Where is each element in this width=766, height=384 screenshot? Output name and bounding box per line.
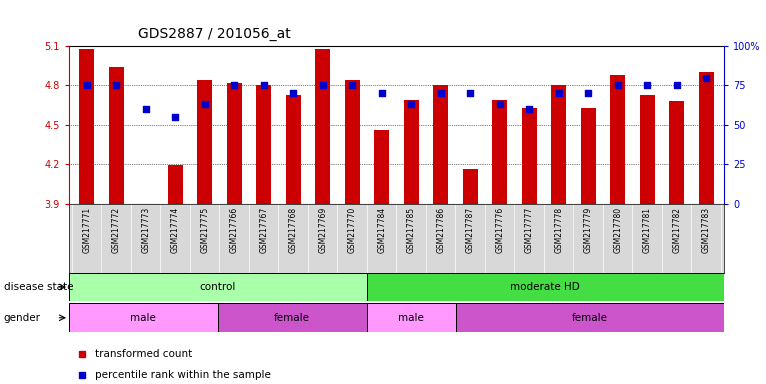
Bar [552, 86, 566, 204]
Point [405, 101, 417, 108]
Text: gender: gender [4, 313, 41, 323]
Text: GSM217781: GSM217781 [643, 207, 652, 253]
Text: female: female [572, 313, 608, 323]
Point [582, 90, 594, 96]
Bar [286, 94, 300, 204]
Point [464, 90, 476, 96]
Text: male: male [398, 313, 424, 323]
Text: male: male [130, 313, 156, 323]
Bar [316, 49, 330, 204]
Point [641, 83, 653, 89]
Point [611, 83, 624, 89]
Bar [493, 100, 507, 204]
Bar [456, 303, 724, 332]
Point [375, 90, 388, 96]
Bar [699, 72, 714, 204]
Text: percentile rank within the sample: percentile rank within the sample [95, 370, 271, 380]
Point [700, 74, 712, 81]
Text: GSM217771: GSM217771 [82, 207, 91, 253]
Bar [581, 108, 595, 204]
Point [316, 83, 329, 89]
Text: GSM217769: GSM217769 [318, 207, 327, 253]
Text: GSM217783: GSM217783 [702, 207, 711, 253]
Bar [168, 166, 182, 204]
Point [493, 101, 506, 108]
Text: disease state: disease state [4, 282, 74, 292]
Text: GSM217776: GSM217776 [495, 207, 504, 253]
Bar [198, 80, 212, 204]
Text: GSM217772: GSM217772 [112, 207, 120, 253]
Point [287, 90, 300, 96]
Text: GSM217779: GSM217779 [584, 207, 593, 253]
Point [169, 114, 182, 120]
Bar [611, 75, 625, 204]
Text: transformed count: transformed count [95, 349, 192, 359]
Text: GSM217777: GSM217777 [525, 207, 534, 253]
Text: GSM217774: GSM217774 [171, 207, 180, 253]
Point [552, 90, 565, 96]
Text: GSM217773: GSM217773 [141, 207, 150, 253]
Text: GSM217785: GSM217785 [407, 207, 416, 253]
Bar [522, 108, 536, 204]
Text: GSM217778: GSM217778 [554, 207, 563, 253]
Point [80, 83, 93, 89]
Point [670, 83, 683, 89]
Bar [69, 273, 367, 301]
Bar [227, 83, 241, 204]
Text: GSM217770: GSM217770 [348, 207, 357, 253]
Bar [345, 80, 359, 204]
Text: GSM217766: GSM217766 [230, 207, 239, 253]
Text: GSM217767: GSM217767 [259, 207, 268, 253]
Text: GSM217784: GSM217784 [377, 207, 386, 253]
Text: GDS2887 / 201056_at: GDS2887 / 201056_at [138, 27, 290, 41]
Bar [69, 303, 218, 332]
Point [228, 83, 241, 89]
Text: control: control [200, 282, 236, 292]
Text: GSM217782: GSM217782 [673, 207, 681, 253]
Text: GSM217775: GSM217775 [200, 207, 209, 253]
Point [257, 83, 270, 89]
Bar [463, 169, 477, 204]
Point [523, 106, 535, 112]
Text: GSM217787: GSM217787 [466, 207, 475, 253]
Text: female: female [274, 313, 310, 323]
Point [434, 90, 447, 96]
Point [198, 101, 211, 108]
Bar [669, 101, 684, 204]
Bar [640, 94, 654, 204]
Bar [367, 303, 456, 332]
Bar [404, 100, 418, 204]
Bar [79, 49, 94, 204]
Text: GSM217786: GSM217786 [436, 207, 445, 253]
Bar [375, 130, 389, 204]
Bar [367, 273, 724, 301]
Text: GSM217768: GSM217768 [289, 207, 298, 253]
Point [110, 83, 123, 89]
Text: GSM217780: GSM217780 [613, 207, 622, 253]
Bar [434, 86, 448, 204]
Bar [109, 67, 123, 204]
Point [346, 83, 358, 89]
Bar [218, 303, 367, 332]
Bar [257, 86, 271, 204]
Point [139, 106, 152, 112]
Text: moderate HD: moderate HD [510, 282, 580, 292]
